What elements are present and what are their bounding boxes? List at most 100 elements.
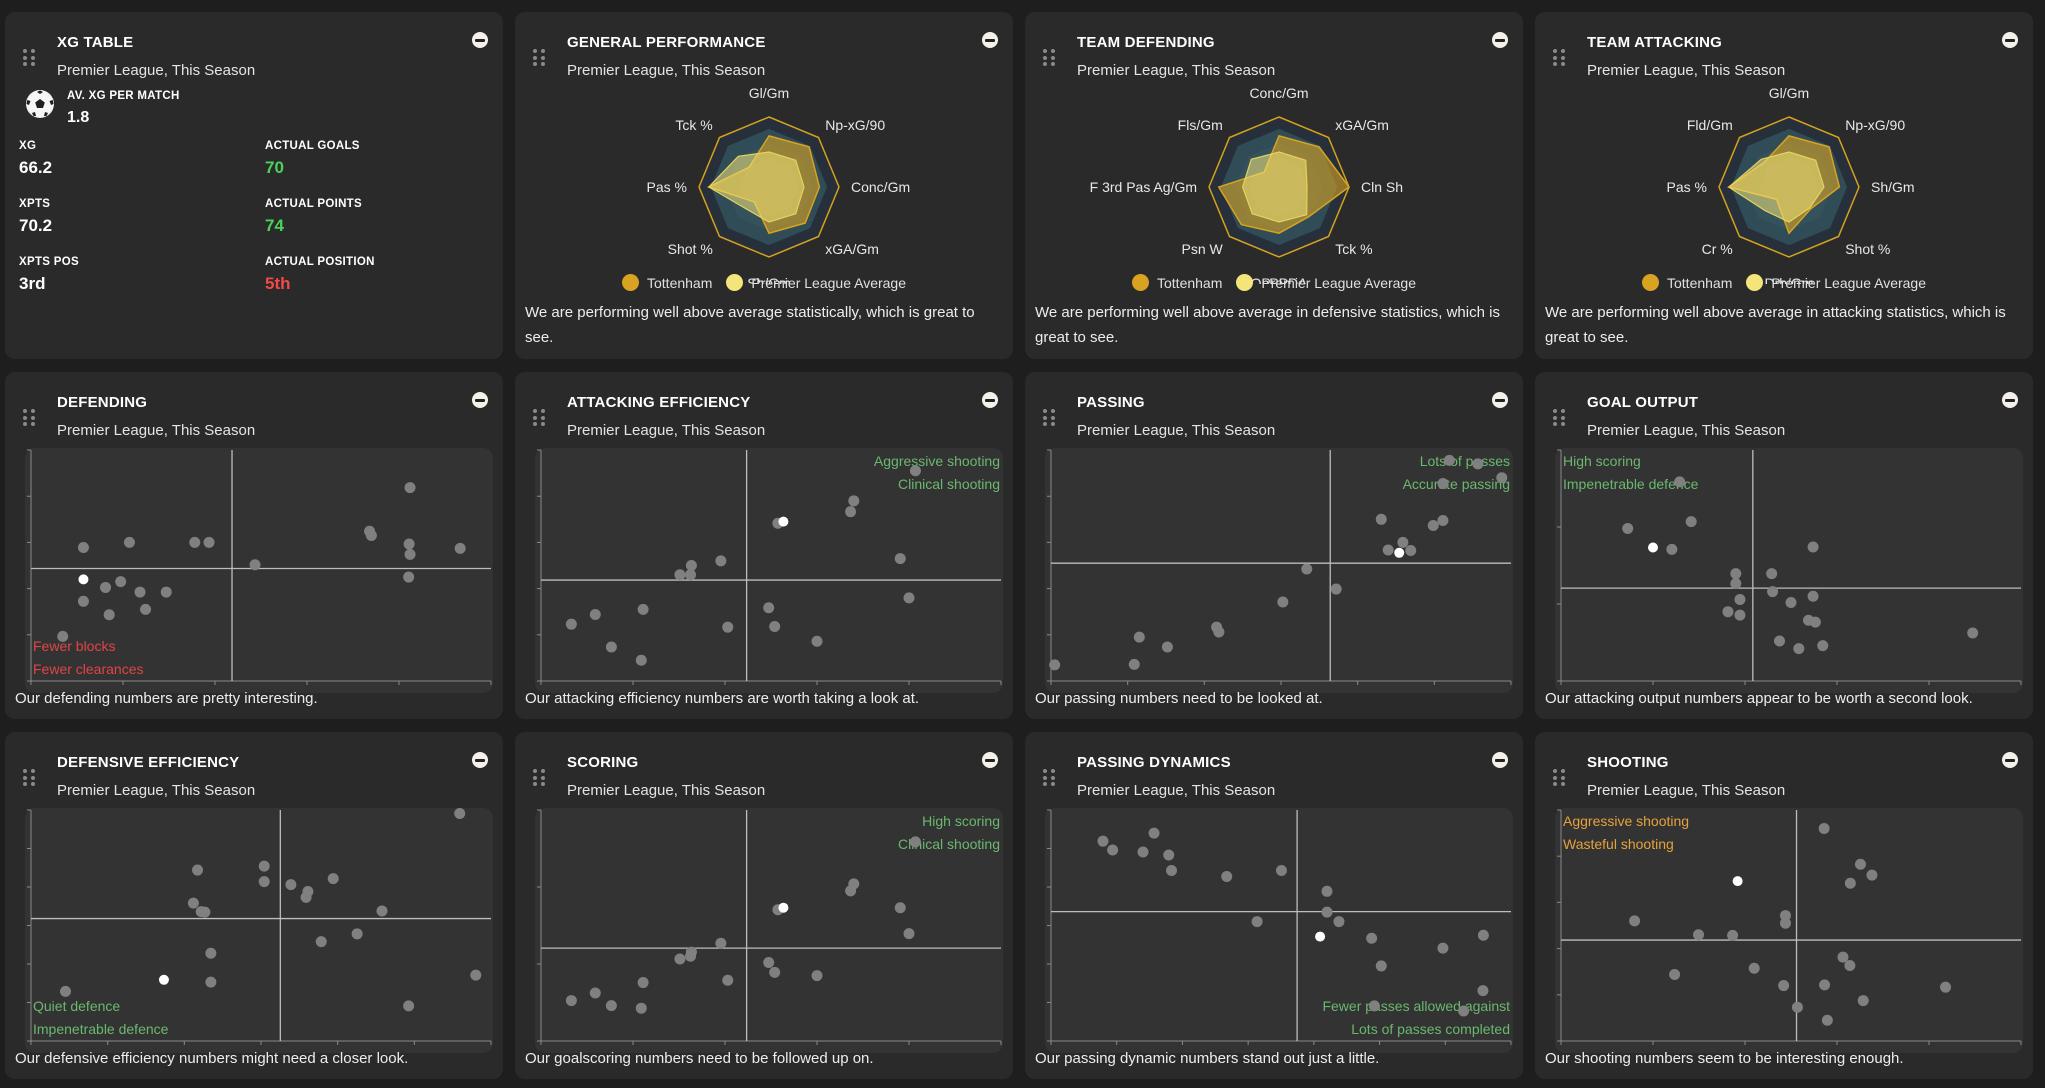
collapse-icon[interactable] bbox=[472, 392, 488, 408]
team-dot[interactable] bbox=[1472, 458, 1484, 470]
team-dot[interactable] bbox=[189, 536, 201, 548]
collapse-icon[interactable] bbox=[472, 752, 488, 768]
team-dot[interactable] bbox=[909, 836, 921, 848]
team-dot[interactable] bbox=[637, 603, 649, 615]
team-dot[interactable] bbox=[848, 495, 860, 507]
team-dot[interactable] bbox=[1166, 865, 1178, 877]
team-dot[interactable] bbox=[160, 586, 172, 598]
team-dot[interactable] bbox=[1097, 835, 1109, 847]
team-dot[interactable] bbox=[635, 1002, 647, 1014]
team-dot[interactable] bbox=[1817, 640, 1829, 652]
team-dot[interactable] bbox=[77, 595, 89, 607]
team-dot[interactable] bbox=[605, 1000, 617, 1012]
team-dot[interactable] bbox=[589, 987, 601, 999]
team-dot[interactable] bbox=[605, 641, 617, 653]
team-dot[interactable] bbox=[1397, 536, 1409, 548]
collapse-icon[interactable] bbox=[1492, 392, 1508, 408]
team-dot[interactable] bbox=[1375, 513, 1387, 525]
team-dot[interactable] bbox=[1477, 929, 1489, 941]
highlighted-team-dot[interactable] bbox=[158, 974, 169, 985]
team-dot[interactable] bbox=[1837, 951, 1849, 963]
team-dot[interactable] bbox=[1437, 942, 1449, 954]
team-dot[interactable] bbox=[1730, 568, 1742, 580]
team-dot[interactable] bbox=[1366, 932, 1378, 944]
team-dot[interactable] bbox=[1301, 563, 1313, 575]
team-dot[interactable] bbox=[1821, 1014, 1833, 1026]
team-dot[interactable] bbox=[1049, 659, 1061, 671]
team-dot[interactable] bbox=[1437, 514, 1449, 526]
team-dot[interactable] bbox=[1748, 962, 1760, 974]
team-dot[interactable] bbox=[1730, 578, 1742, 590]
team-dot[interactable] bbox=[300, 891, 312, 903]
team-dot[interactable] bbox=[315, 936, 327, 948]
collapse-icon[interactable] bbox=[1492, 752, 1508, 768]
team-dot[interactable] bbox=[258, 876, 270, 888]
team-dot[interactable] bbox=[685, 569, 696, 581]
team-dot[interactable] bbox=[1622, 523, 1634, 535]
team-dot[interactable] bbox=[1405, 544, 1417, 556]
team-dot[interactable] bbox=[1844, 959, 1856, 971]
team-dot[interactable] bbox=[635, 654, 647, 666]
team-dot[interactable] bbox=[1940, 981, 1952, 993]
team-dot[interactable] bbox=[1437, 477, 1449, 489]
team-dot[interactable] bbox=[674, 569, 686, 581]
drag-handle-icon[interactable] bbox=[533, 409, 545, 427]
team-dot[interactable] bbox=[1785, 596, 1797, 608]
team-dot[interactable] bbox=[1734, 609, 1746, 621]
team-dot[interactable] bbox=[285, 879, 297, 891]
team-dot[interactable] bbox=[1669, 968, 1681, 980]
team-dot[interactable] bbox=[470, 969, 482, 981]
team-dot[interactable] bbox=[848, 878, 860, 890]
team-dot[interactable] bbox=[845, 506, 857, 518]
team-dot[interactable] bbox=[1443, 454, 1455, 466]
team-dot[interactable] bbox=[1128, 658, 1140, 670]
highlighted-team-dot[interactable] bbox=[778, 902, 789, 913]
team-dot[interactable] bbox=[1967, 627, 1979, 639]
team-dot[interactable] bbox=[365, 529, 377, 541]
drag-handle-icon[interactable] bbox=[533, 49, 545, 67]
team-dot[interactable] bbox=[376, 905, 388, 917]
team-dot[interactable] bbox=[565, 618, 577, 630]
team-dot[interactable] bbox=[1330, 583, 1342, 595]
team-dot[interactable] bbox=[894, 553, 906, 565]
legend-item-average[interactable]: Premier League Average bbox=[1746, 274, 1926, 291]
team-dot[interactable] bbox=[1844, 877, 1856, 889]
team-dot[interactable] bbox=[1734, 593, 1746, 605]
highlighted-team-dot[interactable] bbox=[1315, 931, 1326, 942]
legend-item-average[interactable]: Premier League Average bbox=[1236, 274, 1416, 291]
team-dot[interactable] bbox=[1727, 929, 1739, 941]
team-dot[interactable] bbox=[1321, 885, 1333, 897]
team-dot[interactable] bbox=[1133, 631, 1145, 643]
team-dot[interactable] bbox=[327, 873, 339, 885]
team-dot[interactable] bbox=[637, 977, 649, 989]
team-dot[interactable] bbox=[1221, 871, 1233, 883]
team-dot[interactable] bbox=[403, 1000, 415, 1012]
team-dot[interactable] bbox=[1857, 995, 1869, 1007]
team-dot[interactable] bbox=[187, 897, 199, 909]
team-dot[interactable] bbox=[1107, 844, 1119, 856]
team-dot[interactable] bbox=[199, 906, 211, 918]
collapse-icon[interactable] bbox=[1492, 32, 1508, 48]
team-dot[interactable] bbox=[715, 555, 727, 567]
team-dot[interactable] bbox=[1807, 590, 1819, 602]
team-dot[interactable] bbox=[140, 603, 152, 615]
team-dot[interactable] bbox=[205, 976, 217, 988]
team-dot[interactable] bbox=[1685, 516, 1697, 528]
team-dot[interactable] bbox=[722, 621, 734, 633]
team-dot[interactable] bbox=[589, 608, 601, 620]
legend-item-average[interactable]: Premier League Average bbox=[726, 274, 906, 291]
drag-handle-icon[interactable] bbox=[1043, 769, 1055, 787]
team-dot[interactable] bbox=[134, 586, 146, 598]
team-dot[interactable] bbox=[1427, 520, 1439, 532]
team-dot[interactable] bbox=[894, 902, 906, 914]
team-dot[interactable] bbox=[1819, 979, 1831, 991]
drag-handle-icon[interactable] bbox=[1553, 49, 1565, 67]
team-dot[interactable] bbox=[1213, 626, 1225, 638]
team-dot[interactable] bbox=[454, 807, 466, 819]
drag-handle-icon[interactable] bbox=[23, 409, 35, 427]
team-dot[interactable] bbox=[1163, 849, 1175, 861]
drag-handle-icon[interactable] bbox=[1043, 409, 1055, 427]
team-dot[interactable] bbox=[1767, 586, 1779, 598]
team-dot[interactable] bbox=[1375, 960, 1387, 972]
team-dot[interactable] bbox=[192, 864, 204, 876]
